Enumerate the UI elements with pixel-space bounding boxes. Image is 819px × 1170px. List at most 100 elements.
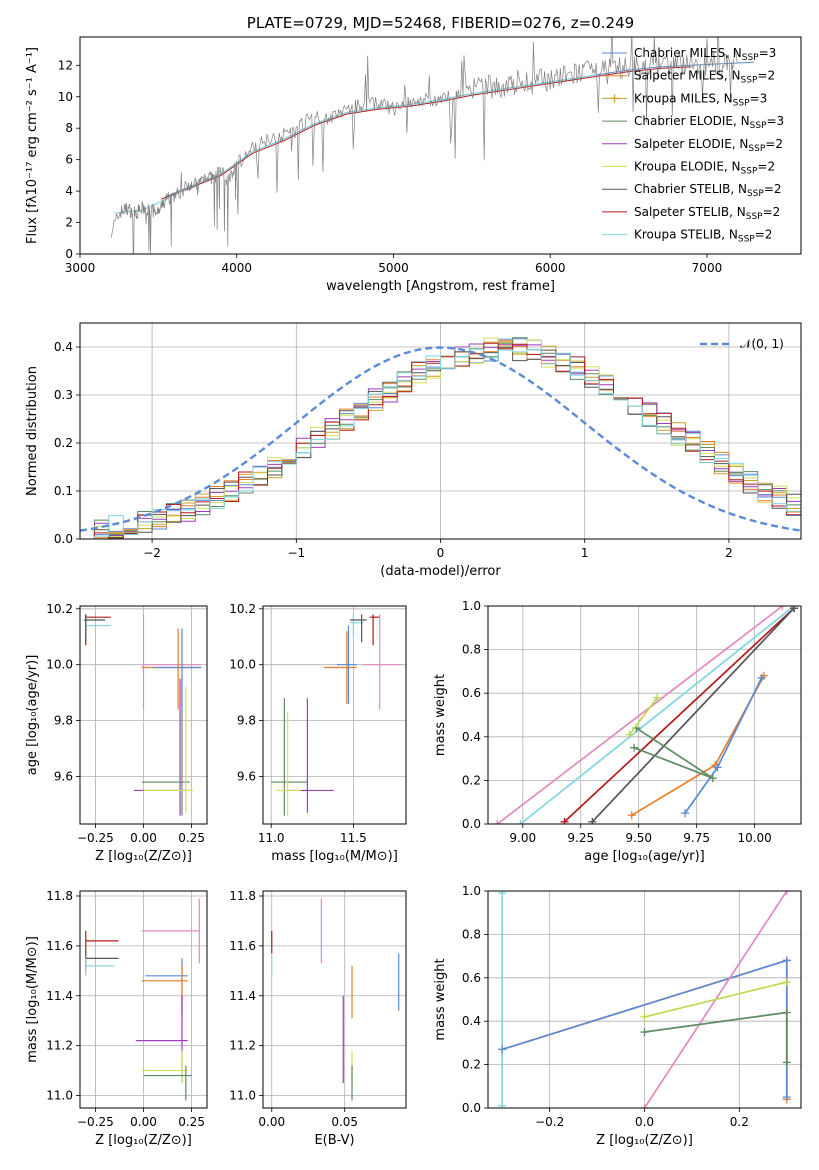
- data-point-marker: [640, 1104, 649, 1108]
- y-tick-label: 11.4: [229, 989, 256, 1003]
- axes-frame: [79, 36, 802, 255]
- y-axis-label: mass weight: [433, 958, 448, 1040]
- data-point-marker: [782, 1093, 791, 1102]
- y-tick-label: 11.6: [229, 939, 256, 953]
- x-axis-label: (data-model)/error: [380, 564, 501, 579]
- x-tick-label: −2: [143, 546, 161, 560]
- data-point-marker: [498, 1045, 507, 1054]
- axes-frame: [79, 890, 208, 1109]
- x-tick-label: 4000: [221, 261, 252, 275]
- x-tick-label: 3000: [65, 261, 96, 275]
- legend-label: Salpeter STELIB, NSSP=2: [634, 205, 780, 222]
- mass-weight-line: [496, 606, 784, 824]
- mass-weight-line: [644, 1011, 788, 1063]
- axes-frame: [262, 890, 407, 1109]
- x-axis-label: mass [log₁₀(M/M⊙)]: [271, 849, 398, 864]
- panel-massweight-vs-age: 9.00 9.25 9.50 9.75 10.00 0.0 0.2 0.4 0.6 0.8 1.0 a…: [433, 599, 802, 864]
- plot-area: [83, 614, 202, 816]
- model-line: [114, 74, 598, 214]
- y-tick-label: 0.2: [462, 1058, 481, 1072]
- x-tick-label: −0.25: [77, 831, 114, 845]
- panel-mass-vs-EBV: 0.00 0.05 11.0 11.2 11.4 11.6 11.8 E(B-V): [229, 889, 407, 1148]
- x-tick-label: 0.05: [331, 1115, 358, 1129]
- y-tick-label: 0.0: [54, 532, 73, 546]
- axes-frame: [262, 605, 407, 825]
- panel-age-vs-Z: −0.25 0.00 0.25 9.6 9.8 10.0 10.2 Z [log₁₀(Z/Z⊙…: [25, 602, 208, 864]
- x-axis-label: Z [log₁₀(Z/Z⊙)]: [95, 849, 192, 864]
- data-spectrum-line: [110, 37, 738, 254]
- y-tick-label: 11.0: [229, 1089, 256, 1103]
- data-point-marker: [630, 743, 639, 752]
- mass-weight-line: [628, 697, 658, 736]
- x-tick-label: 0: [437, 546, 445, 560]
- data-point-marker: [782, 978, 791, 987]
- y-tick-label: 4: [65, 184, 73, 198]
- plot-area: [498, 891, 791, 1108]
- legend: 𝒩(0, 1): [700, 337, 784, 351]
- y-tick-label: 0.0: [462, 817, 481, 831]
- y-tick-label: 0.8: [462, 927, 481, 941]
- legend-label: Chabrier STELIB, NSSP=2: [634, 182, 782, 199]
- y-tick-label: 10.2: [46, 602, 73, 616]
- y-tick-label: 0.3: [54, 388, 73, 402]
- x-tick-label: 1: [581, 546, 589, 560]
- panel-spectrum: 3000 4000 5000 6000 7000 0 2 4 6 8 10 12 wavelength …: [25, 14, 802, 294]
- data-point-marker: [560, 817, 569, 824]
- x-tick-label: 6000: [535, 261, 566, 275]
- y-tick-label: 9.6: [237, 769, 256, 783]
- x-tick-label: −1: [287, 546, 305, 560]
- x-tick-label: 2: [725, 546, 733, 560]
- y-tick-label: 10.0: [229, 658, 256, 672]
- x-tick-label: 0.25: [178, 1115, 205, 1129]
- mass-weight-line: [591, 607, 795, 823]
- legend-label: Salpeter ELODIE, NSSP=2: [634, 137, 783, 154]
- x-axis-label: age [log₁₀(age/yr)]: [584, 849, 705, 864]
- histogram-steps: [80, 348, 801, 539]
- axes-frame: [487, 890, 802, 1109]
- y-tick-label: 0.4: [462, 1014, 481, 1028]
- legend-label: Kroupa STELIB, NSSP=2: [634, 228, 772, 245]
- legend-label: 𝒩(0, 1): [740, 337, 784, 351]
- axes-frame: [487, 605, 802, 825]
- data-point-marker: [653, 693, 662, 702]
- y-tick-label: 0.0: [462, 1101, 481, 1115]
- mass-weight-line: [519, 606, 795, 824]
- histogram-steps: [80, 346, 801, 539]
- data-point-marker: [498, 1101, 507, 1108]
- x-axis-label: Z [log₁₀(Z/Z⊙)]: [596, 1133, 693, 1148]
- mass-weight-line: [563, 607, 795, 823]
- y-tick-label: 11.8: [46, 889, 73, 903]
- y-axis-label: Normed distribution: [25, 366, 40, 496]
- legend-label: Salpeter MILES, NSSP=2: [634, 69, 775, 86]
- y-axis-label: age [log₁₀(age/yr)]: [25, 655, 40, 776]
- y-tick-label: 0: [65, 247, 73, 261]
- y-axis-label: Flux [fλ10⁻¹⁷ erg cm⁻² s⁻¹ A⁻¹]: [25, 47, 40, 244]
- y-tick-label: 0.2: [54, 436, 73, 450]
- y-tick-label: 0.1: [54, 484, 73, 498]
- plot-area: [85, 898, 200, 1101]
- x-tick-label: 0.00: [130, 831, 157, 845]
- x-tick-label: 0.00: [130, 1115, 157, 1129]
- legend-label: Kroupa ELODIE, NSSP=2: [634, 160, 775, 177]
- x-tick-label: 9.25: [567, 831, 594, 845]
- y-tick-label: 0.8: [462, 643, 481, 657]
- x-tick-label: −0.25: [77, 1115, 114, 1129]
- data-point-marker: [681, 809, 690, 818]
- y-tick-label: 0.6: [462, 971, 481, 985]
- data-point-marker: [782, 1058, 791, 1067]
- y-tick-label: 10: [58, 90, 73, 104]
- x-tick-label: 11.0: [258, 831, 285, 845]
- y-tick-label: 11.6: [46, 939, 73, 953]
- y-tick-label: 1.0: [462, 599, 481, 613]
- legend-label: Kroupa MILES, NSSP=3: [634, 91, 767, 108]
- x-tick-label: 9.50: [625, 831, 652, 845]
- data-point-marker: [782, 891, 791, 895]
- y-axis-label: mass weight: [433, 674, 448, 756]
- y-tick-label: 8: [65, 121, 73, 135]
- legend: Chabrier MILES, NSSP=3 Salpeter MILES, NS…: [602, 46, 784, 245]
- y-tick-label: 0.4: [462, 730, 481, 744]
- panel-mass-vs-Z: −0.25 0.00 0.25 11.0 11.2 11.4 11.6 11.8 Z [log₁…: [25, 889, 208, 1148]
- data-point-marker: [640, 1028, 649, 1037]
- y-tick-label: 1.0: [462, 884, 481, 898]
- plot-area: [271, 898, 400, 1101]
